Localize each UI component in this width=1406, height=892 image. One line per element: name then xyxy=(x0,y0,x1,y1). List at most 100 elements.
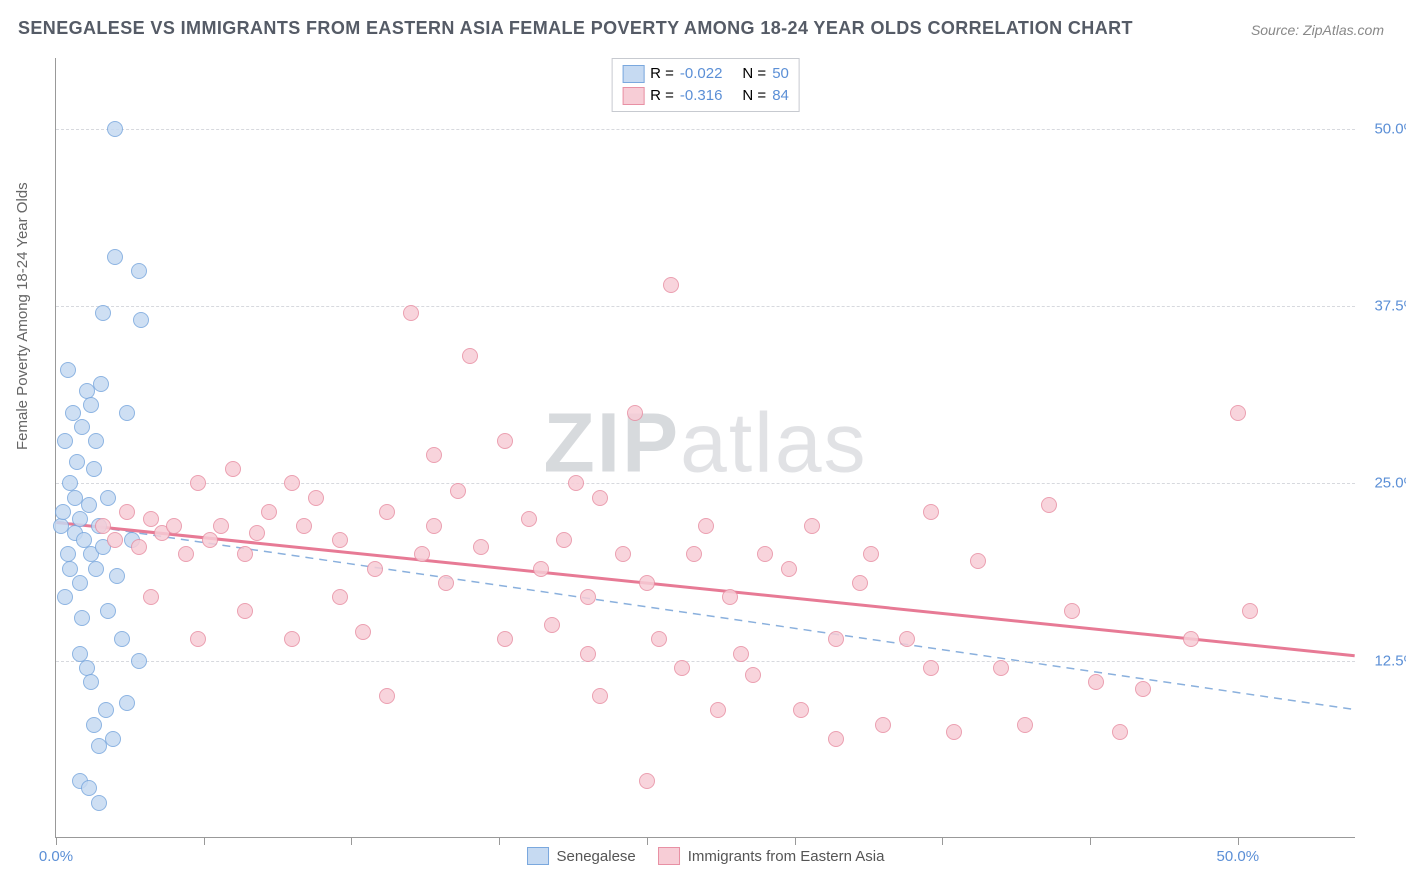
scatter-point xyxy=(114,631,130,647)
scatter-point xyxy=(828,731,844,747)
scatter-point xyxy=(462,348,478,364)
scatter-point xyxy=(1230,405,1246,421)
x-tick-mark xyxy=(499,837,500,845)
legend-item-eastern-asia: Immigrants from Eastern Asia xyxy=(658,847,885,865)
scatter-point xyxy=(426,447,442,463)
n-label: N = xyxy=(742,85,766,107)
legend-row-senegalese: R = -0.022 N = 50 xyxy=(622,63,789,85)
scatter-point xyxy=(190,475,206,491)
scatter-point xyxy=(107,249,123,265)
scatter-point xyxy=(663,277,679,293)
scatter-point xyxy=(414,546,430,562)
scatter-point xyxy=(284,631,300,647)
scatter-point xyxy=(88,561,104,577)
gridline xyxy=(56,661,1355,662)
y-tick-label: 12.5% xyxy=(1374,652,1406,669)
scatter-point xyxy=(119,695,135,711)
y-tick-label: 37.5% xyxy=(1374,298,1406,315)
scatter-point xyxy=(722,589,738,605)
swatch-eastern-asia-bottom xyxy=(658,847,680,865)
scatter-point xyxy=(710,702,726,718)
r-label: R = xyxy=(650,85,674,107)
scatter-point xyxy=(55,504,71,520)
scatter-point xyxy=(745,667,761,683)
scatter-point xyxy=(91,795,107,811)
scatter-point xyxy=(296,518,312,534)
x-tick-mark xyxy=(56,837,57,845)
scatter-point xyxy=(62,561,78,577)
x-tick-mark xyxy=(647,837,648,845)
scatter-point xyxy=(237,603,253,619)
legend-row-eastern-asia: R = -0.316 N = 84 xyxy=(622,85,789,107)
gridline xyxy=(56,483,1355,484)
scatter-point xyxy=(863,546,879,562)
legend-item-senegalese: Senegalese xyxy=(527,847,636,865)
scatter-point xyxy=(72,511,88,527)
swatch-senegalese-bottom xyxy=(527,847,549,865)
scatter-point xyxy=(592,688,608,704)
scatter-point xyxy=(993,660,1009,676)
scatter-point xyxy=(95,305,111,321)
scatter-point xyxy=(615,546,631,562)
scatter-point xyxy=(143,589,159,605)
scatter-point xyxy=(69,454,85,470)
scatter-point xyxy=(1135,681,1151,697)
scatter-point xyxy=(793,702,809,718)
scatter-point xyxy=(284,475,300,491)
scatter-point xyxy=(131,263,147,279)
chart-title: SENEGALESE VS IMMIGRANTS FROM EASTERN AS… xyxy=(18,18,1133,39)
x-tick-mark xyxy=(351,837,352,845)
x-tick-label: 0.0% xyxy=(39,848,73,865)
x-tick-label: 50.0% xyxy=(1217,848,1260,865)
scatter-point xyxy=(568,475,584,491)
scatter-point xyxy=(379,688,395,704)
scatter-point xyxy=(733,646,749,662)
series-name: Senegalese xyxy=(557,848,636,865)
x-tick-mark xyxy=(942,837,943,845)
scatter-point xyxy=(88,433,104,449)
scatter-point xyxy=(1064,603,1080,619)
scatter-point xyxy=(1017,717,1033,733)
scatter-point xyxy=(131,539,147,555)
scatter-point xyxy=(213,518,229,534)
scatter-point xyxy=(81,497,97,513)
scatter-point xyxy=(249,525,265,541)
scatter-point xyxy=(426,518,442,534)
scatter-point xyxy=(86,461,102,477)
scatter-point xyxy=(698,518,714,534)
scatter-point xyxy=(57,433,73,449)
scatter-point xyxy=(131,653,147,669)
scatter-point xyxy=(580,589,596,605)
x-tick-mark xyxy=(1238,837,1239,845)
scatter-point xyxy=(1088,674,1104,690)
series-name: Immigrants from Eastern Asia xyxy=(688,848,885,865)
scatter-point xyxy=(781,561,797,577)
series-legend: Senegalese Immigrants from Eastern Asia xyxy=(527,847,885,865)
scatter-point xyxy=(450,483,466,499)
scatter-point xyxy=(83,397,99,413)
scatter-point xyxy=(107,121,123,137)
scatter-point xyxy=(556,532,572,548)
scatter-point xyxy=(686,546,702,562)
x-tick-mark xyxy=(795,837,796,845)
scatter-point xyxy=(497,433,513,449)
n-label: N = xyxy=(742,63,766,85)
scatter-point xyxy=(98,702,114,718)
y-axis-label: Female Poverty Among 18-24 Year Olds xyxy=(14,182,31,450)
scatter-point xyxy=(178,546,194,562)
scatter-point xyxy=(497,631,513,647)
plot-area: ZIPatlas R = -0.022 N = 50 R = -0.316 N … xyxy=(55,58,1355,838)
scatter-point xyxy=(923,660,939,676)
r-label: R = xyxy=(650,63,674,85)
x-tick-mark xyxy=(204,837,205,845)
scatter-point xyxy=(308,490,324,506)
r-value: -0.022 xyxy=(680,63,723,85)
scatter-point xyxy=(119,405,135,421)
scatter-point xyxy=(923,504,939,520)
scatter-point xyxy=(332,532,348,548)
scatter-point xyxy=(237,546,253,562)
scatter-point xyxy=(899,631,915,647)
scatter-point xyxy=(95,518,111,534)
scatter-point xyxy=(1183,631,1199,647)
scatter-point xyxy=(332,589,348,605)
